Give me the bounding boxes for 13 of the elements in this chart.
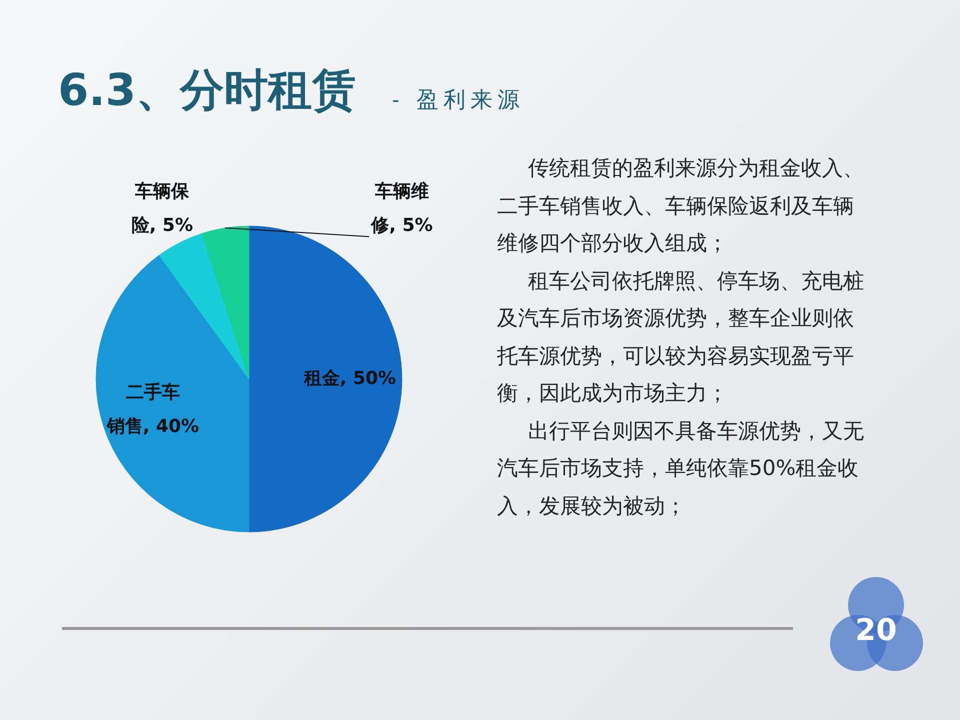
- slice-label: 租金, 50%: [304, 367, 396, 391]
- text: 传统租赁的盈利来源分为租金收入、二手车销售收入、车辆保险返利及车辆维修四个部分收入组成；: [497, 155, 865, 257]
- chart-subtitle: - 盈利来源: [392, 87, 524, 115]
- text: 20: [854, 612, 898, 650]
- slice-label: 二手车销售, 40%: [106, 381, 200, 440]
- pie-slice: [158, 233, 250, 380]
- text: 租车公司依托牌照、停车场、充电桩及汽车后市场资源优势，整车企业则依托车源优势，可以较为容易实现盈亏平衡，因此成为市场主力；: [497, 268, 865, 407]
- pie-slice: [96, 254, 250, 532]
- pie-slice: [201, 226, 250, 380]
- slice-label: 车辆保险, 5%: [131, 180, 193, 238]
- text: 出行平台则因不具备车源优势，又无汽车后市场支持，单纯依靠50%租金收入，发展较为被动；: [497, 418, 865, 520]
- chart-title: 6.3、分时租赁: [58, 65, 356, 116]
- slice-label: 车辆维修, 5%: [371, 180, 433, 238]
